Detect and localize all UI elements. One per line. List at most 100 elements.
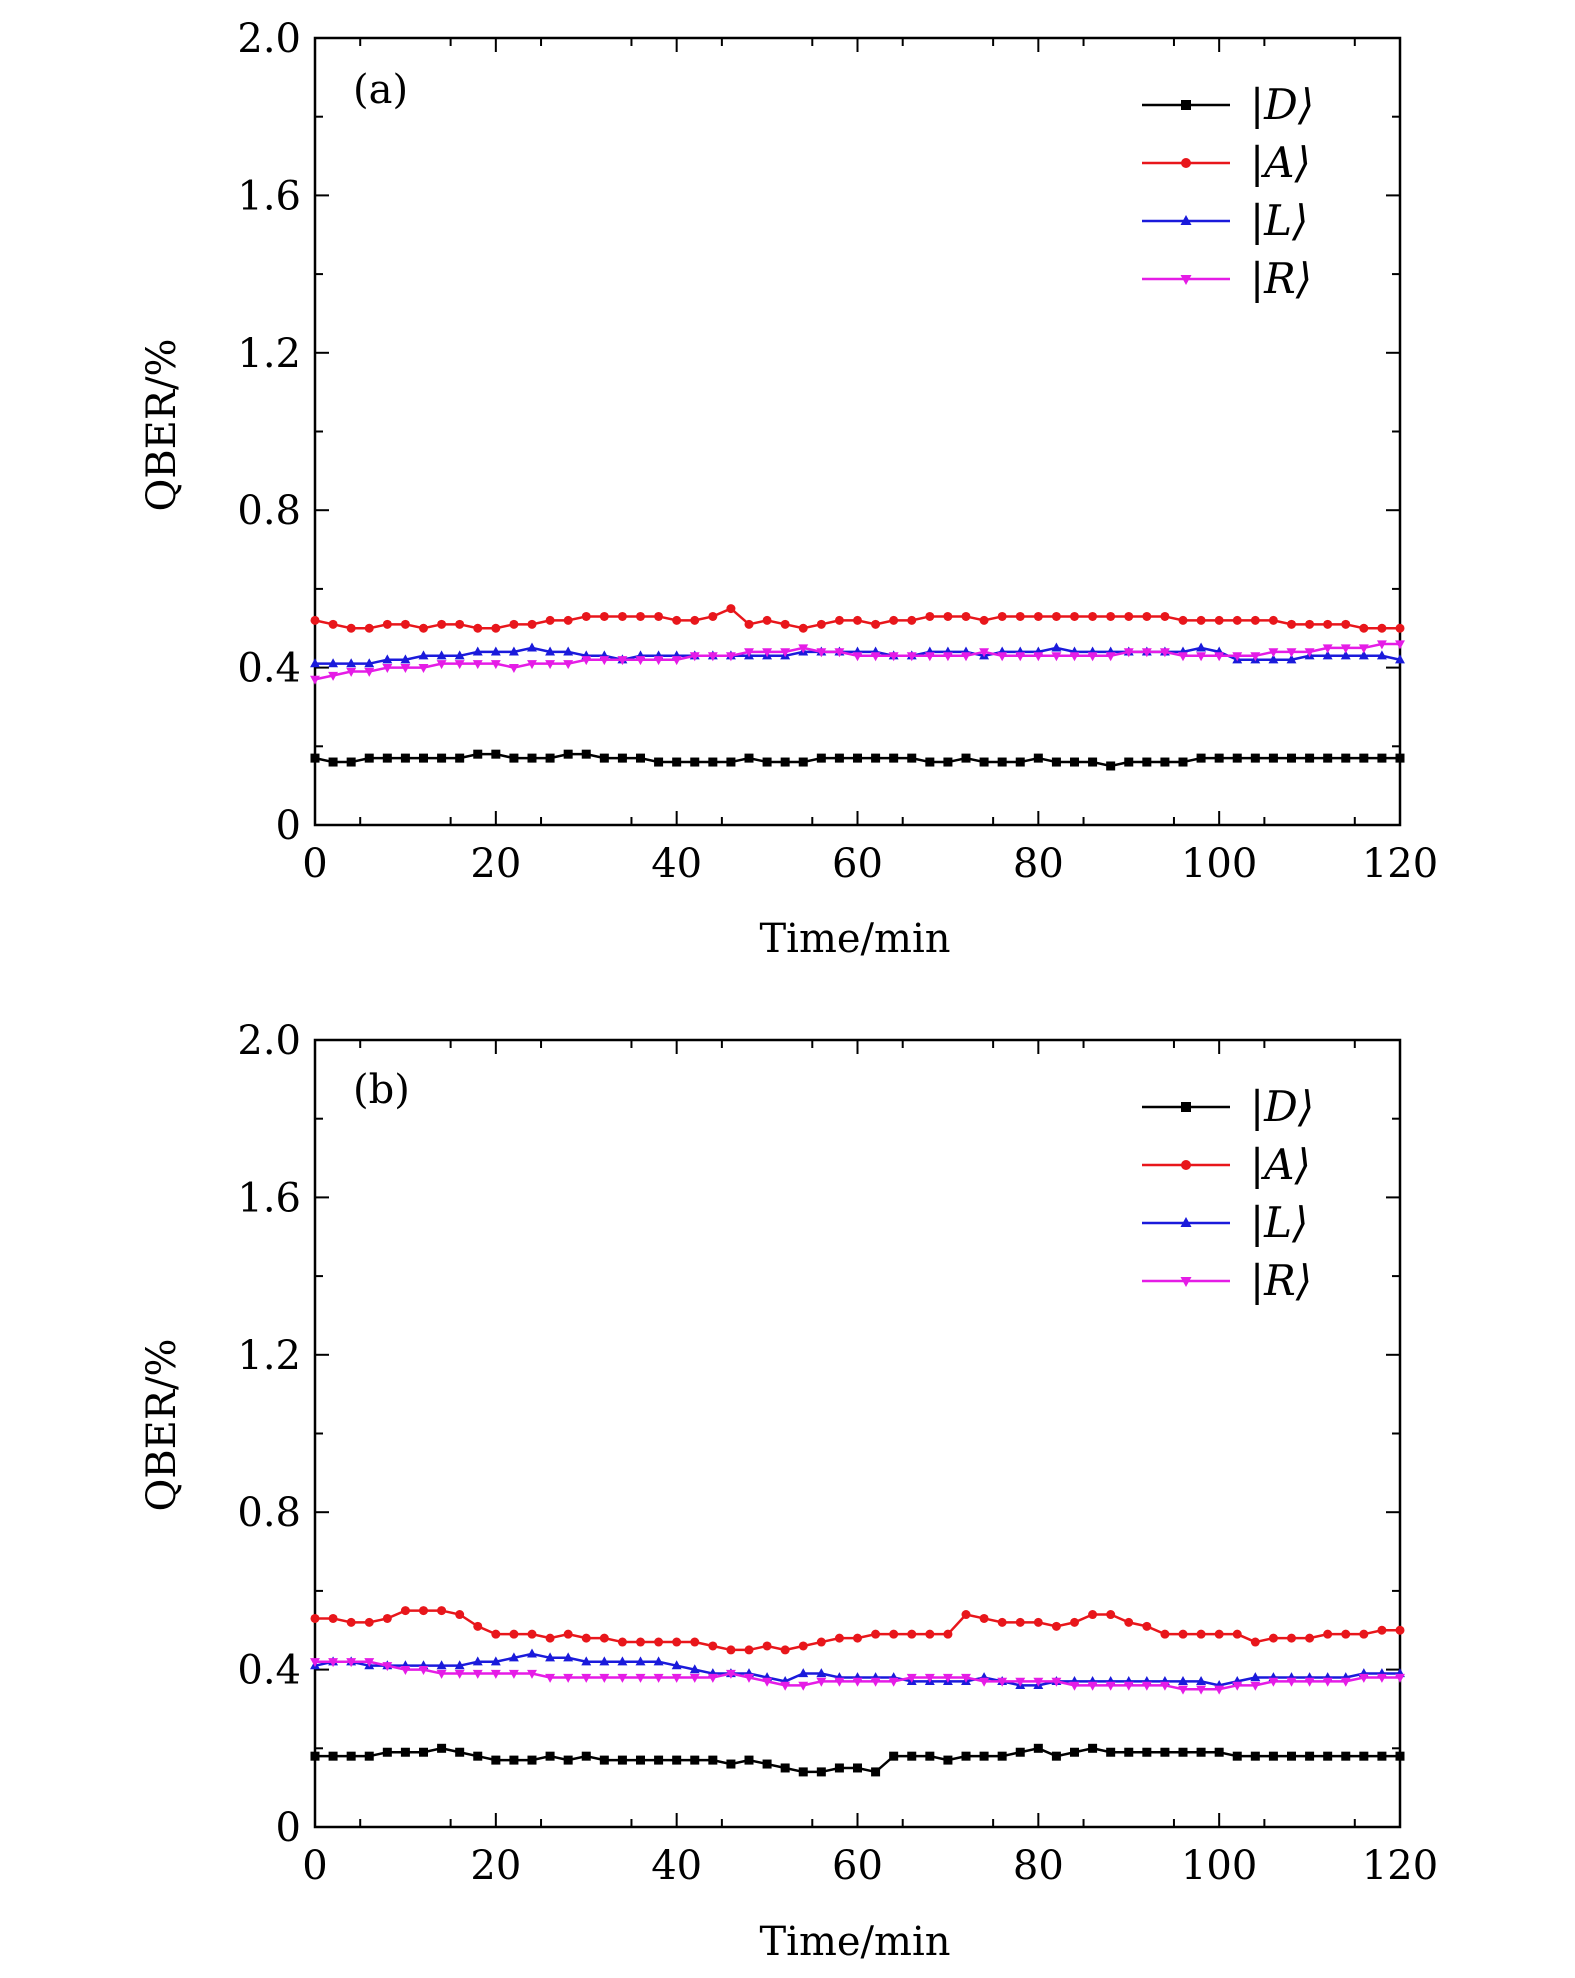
data-point [889, 753, 899, 763]
data-point [852, 652, 863, 662]
data-point [527, 1629, 537, 1639]
data-point [997, 1677, 1008, 1687]
legend-label: |L⟩ [1250, 1198, 1308, 1247]
data-point [1377, 623, 1387, 633]
data-point [907, 753, 917, 763]
data-point [1123, 1681, 1134, 1691]
data-point [1268, 615, 1278, 625]
data-point [419, 1747, 428, 1757]
data-point [454, 1660, 465, 1670]
data-point [654, 757, 664, 767]
data-point [1377, 1625, 1387, 1635]
data-point [1341, 619, 1351, 629]
data-point [563, 660, 574, 670]
y-axis-title: QBER/% [139, 1339, 185, 1512]
y-tick-label: 0 [276, 1805, 301, 1851]
data-point [1232, 652, 1243, 662]
data-point [1033, 1743, 1043, 1753]
legend-label: |A⟩ [1250, 138, 1311, 187]
data-point [1340, 1677, 1351, 1687]
data-point [906, 1673, 917, 1683]
data-point [563, 615, 573, 625]
data-point [942, 1673, 953, 1683]
data-point [636, 1755, 645, 1765]
data-point [1106, 1610, 1116, 1620]
data-point [907, 1629, 917, 1639]
data-point [1178, 1629, 1188, 1639]
data-point [834, 1677, 845, 1687]
data-point [780, 1645, 790, 1655]
y-tick-label: 1.6 [237, 1175, 301, 1221]
data-point [1033, 753, 1043, 763]
data-point [310, 675, 320, 685]
data-point [1323, 753, 1333, 763]
data-point [1160, 1629, 1170, 1639]
data-point [635, 1656, 646, 1666]
data-point [581, 1656, 592, 1666]
data-point [780, 757, 790, 767]
data-point [979, 1751, 989, 1761]
data-point [563, 749, 573, 759]
data-point [508, 1669, 519, 1679]
data-point [961, 652, 971, 662]
data-point [563, 1755, 573, 1765]
data-point [798, 644, 809, 654]
data-point [1322, 644, 1333, 654]
data-point [599, 611, 609, 621]
data-point [834, 1633, 844, 1643]
data-point [997, 757, 1007, 767]
data-point [1070, 757, 1079, 767]
data-point [889, 1629, 899, 1639]
data-point [726, 604, 736, 614]
data-point [798, 1668, 809, 1678]
data-point [1051, 757, 1061, 767]
data-point [1160, 611, 1170, 621]
data-point [798, 757, 808, 767]
panel-label: (a) [353, 67, 408, 113]
data-point [455, 619, 465, 629]
data-point [1178, 652, 1188, 662]
data-point [816, 753, 826, 763]
data-point [1250, 1637, 1260, 1647]
data-point [1268, 1633, 1278, 1643]
data-point [942, 652, 953, 662]
data-point [1196, 652, 1207, 662]
data-point [364, 623, 374, 633]
data-point [707, 1673, 718, 1683]
data-point [491, 1629, 501, 1639]
data-point [780, 619, 790, 629]
data-point [1142, 1747, 1152, 1757]
data-point [400, 1747, 410, 1757]
data-point [364, 667, 375, 677]
data-point [1015, 652, 1026, 662]
data-point [418, 664, 429, 673]
data-point [1015, 1677, 1026, 1687]
data-point [509, 1755, 519, 1765]
data-point [527, 619, 537, 629]
data-point [563, 646, 574, 656]
data-point [726, 1759, 736, 1769]
data-point [1015, 1747, 1025, 1757]
y-tick-label: 1.2 [237, 1333, 301, 1379]
data-point [1323, 1751, 1333, 1761]
data-point [888, 1677, 899, 1687]
data-point [473, 749, 483, 759]
data-point [834, 615, 844, 625]
data-point [653, 1673, 664, 1683]
data-point [310, 1658, 320, 1668]
data-point [382, 1747, 392, 1757]
data-point [943, 1755, 953, 1765]
data-point [925, 1751, 935, 1761]
data-point [1178, 615, 1188, 625]
data-point [400, 753, 410, 763]
data-point [1214, 652, 1225, 662]
data-point [419, 753, 428, 763]
data-point [328, 1613, 338, 1623]
data-point [1051, 1621, 1061, 1631]
data-point [346, 1658, 357, 1668]
data-point [997, 1617, 1007, 1627]
x-tick-label: 40 [651, 1843, 702, 1889]
data-point [924, 652, 935, 662]
data-point [870, 652, 881, 662]
data-point [490, 1669, 501, 1679]
